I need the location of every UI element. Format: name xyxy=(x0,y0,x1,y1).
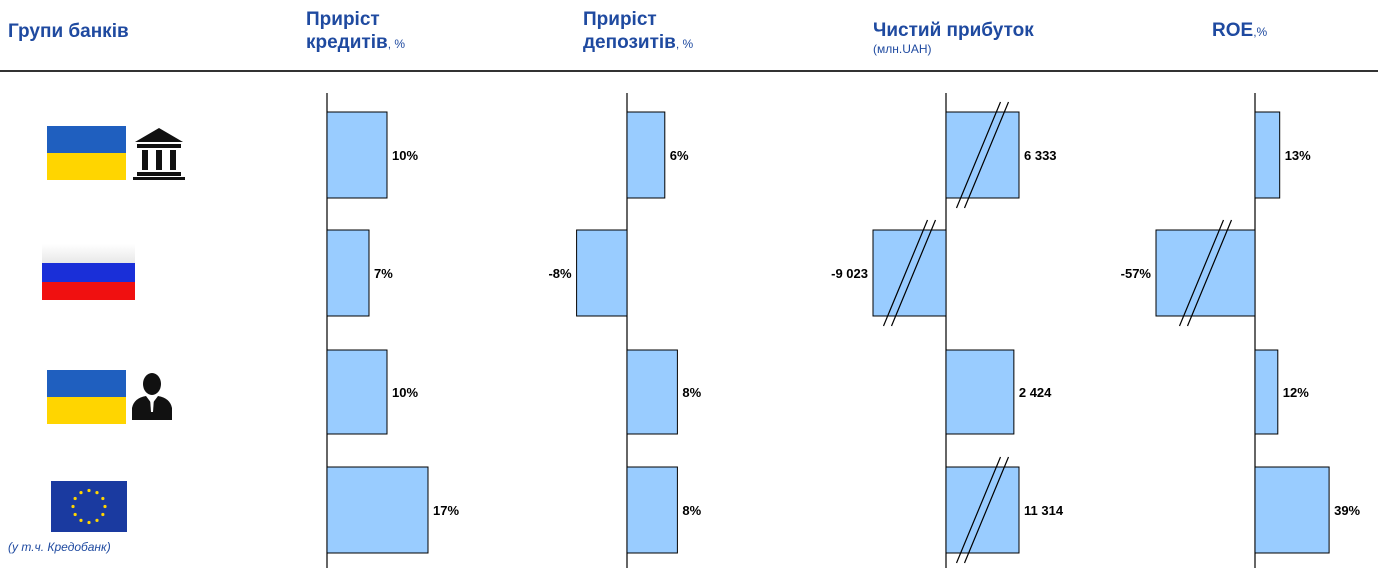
net-profit-bar xyxy=(945,111,1020,199)
deposits-growth-value-label: 8% xyxy=(682,503,701,518)
roe-bar xyxy=(1254,111,1281,199)
groups-column-header: Групи банків xyxy=(8,21,129,42)
header-divider xyxy=(0,70,1378,72)
roe-break-mark xyxy=(1186,219,1233,327)
eu-star-icon xyxy=(101,512,105,517)
net-profit-break-mark xyxy=(963,101,1010,209)
net-profit-break-mark xyxy=(955,456,1002,564)
eu-star-icon xyxy=(103,504,107,509)
eu-star-icon xyxy=(71,504,75,509)
net-profit-value-label: 11 314 xyxy=(1024,503,1064,518)
roe-bar xyxy=(1254,349,1279,435)
loans-growth-value-label: 10% xyxy=(392,148,418,163)
eu-group-note: (у т.ч. Кредобанк) xyxy=(8,540,111,554)
person-icon xyxy=(132,373,172,420)
russia-flag-icon xyxy=(42,244,135,300)
net-profit-header-title: Чистий прибуток xyxy=(873,20,1034,41)
loans-growth-value-label: 17% xyxy=(433,503,459,518)
eu-star-icon xyxy=(87,520,91,525)
eu-star-icon xyxy=(95,518,99,522)
roe-value-label: 39% xyxy=(1334,503,1360,518)
eu-star-icon xyxy=(73,512,77,517)
eu-star-icon xyxy=(79,491,83,495)
net-profit-break-mark xyxy=(882,219,929,327)
deposits-growth-value-label: 8% xyxy=(682,385,701,400)
net-profit-bar xyxy=(872,229,947,317)
roe-header-unit: ,% xyxy=(1253,25,1268,39)
roe-value-label: -57% xyxy=(1121,266,1152,281)
roe-header-title: ROE xyxy=(1212,20,1254,41)
roe-header: ROE,% xyxy=(1212,19,1267,44)
loans-growth-bar xyxy=(326,349,388,435)
eu-star-icon xyxy=(73,496,77,501)
deposits-header-line1: Приріст xyxy=(583,9,657,30)
eu-star-icon xyxy=(101,496,105,501)
roe-bar xyxy=(1254,466,1330,554)
net-profit-value-label: -9 023 xyxy=(831,266,868,281)
loans-header-unit: , % xyxy=(387,37,406,51)
loans-growth-header: Приріст кредитів, % xyxy=(306,8,405,56)
deposits-growth-bar xyxy=(576,229,628,317)
loans-growth-bar xyxy=(326,111,388,199)
net-profit-value-label: 2 424 xyxy=(1019,385,1052,400)
deposits-growth-value-label: 6% xyxy=(670,148,689,163)
deposits-growth-bar xyxy=(626,466,678,554)
roe-bar xyxy=(1155,229,1256,317)
net-profit-header: Чистий прибуток (млн.UAH) xyxy=(873,19,1034,56)
loans-growth-value-label: 7% xyxy=(374,266,393,281)
roe-value-label: 12% xyxy=(1283,385,1309,400)
loans-growth-value-label: 10% xyxy=(392,385,418,400)
deposits-header-line2: депозитів xyxy=(583,32,676,53)
net-profit-break-mark xyxy=(890,219,937,327)
roe-value-label: 13% xyxy=(1285,148,1311,163)
deposits-header-unit: , % xyxy=(675,37,694,51)
bank-building-icon xyxy=(133,128,185,180)
eu-star-icon xyxy=(95,491,99,495)
ukraine-flag-icon xyxy=(47,370,126,424)
loans-growth-bar xyxy=(326,229,370,317)
loans-growth-bar xyxy=(326,466,429,554)
deposits-growth-bar xyxy=(626,111,666,199)
eu-flag-icon xyxy=(51,481,127,532)
deposits-growth-value-label: -8% xyxy=(548,266,572,281)
loans-header-line2: кредитів xyxy=(306,32,388,53)
loans-header-line1: Приріст xyxy=(306,9,380,30)
net-profit-header-unit: (млн.UAH) xyxy=(873,42,932,56)
eu-star-icon xyxy=(79,518,83,522)
net-profit-bar xyxy=(945,349,1015,435)
net-profit-value-label: 6 333 xyxy=(1024,148,1057,163)
ukraine-flag-icon xyxy=(47,126,126,180)
net-profit-break-mark xyxy=(955,101,1002,209)
net-profit-break-mark xyxy=(963,456,1010,564)
eu-star-icon xyxy=(87,488,91,493)
roe-break-mark xyxy=(1178,219,1225,327)
deposits-growth-header: Приріст депозитів, % xyxy=(583,8,693,56)
net-profit-bar xyxy=(945,466,1020,554)
deposits-growth-bar xyxy=(626,349,678,435)
